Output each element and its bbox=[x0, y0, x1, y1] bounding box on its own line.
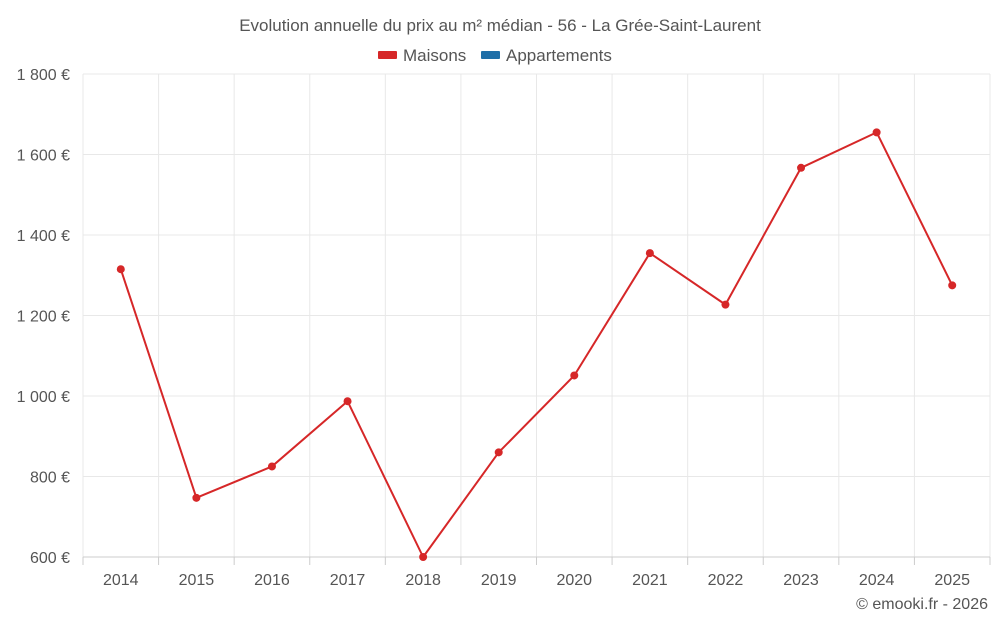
data-point[interactable] bbox=[948, 281, 957, 290]
data-point[interactable] bbox=[419, 553, 428, 561]
x-tick-label: 2020 bbox=[556, 572, 592, 589]
x-tick-label: 2024 bbox=[859, 572, 895, 589]
y-tick-label: 1 000 € bbox=[17, 389, 70, 406]
data-point[interactable] bbox=[797, 163, 806, 172]
x-tick-label: 2019 bbox=[481, 572, 517, 589]
y-tick-label: 1 200 € bbox=[17, 309, 70, 326]
legend: Maisons Appartements bbox=[378, 46, 612, 65]
y-tick-label: 1 400 € bbox=[17, 228, 70, 245]
x-tick-label: 2021 bbox=[632, 572, 668, 589]
x-tick-label: 2023 bbox=[783, 572, 819, 589]
data-point[interactable] bbox=[343, 397, 352, 406]
x-tick-label: 2025 bbox=[934, 572, 970, 589]
x-tick-label: 2018 bbox=[405, 572, 441, 589]
series-line-maisons bbox=[119, 131, 954, 558]
legend-label-appartements[interactable]: Appartements bbox=[506, 46, 612, 65]
x-tick-label: 2015 bbox=[179, 572, 215, 589]
y-tick-label: 600 € bbox=[30, 550, 70, 567]
x-tick-label: 2014 bbox=[103, 572, 139, 589]
data-point[interactable] bbox=[570, 371, 579, 380]
data-point[interactable] bbox=[872, 128, 881, 137]
data-point[interactable] bbox=[645, 249, 654, 258]
x-axis: 2014 2015 2016 2017 2018 2019 2020 2021 2022 2023… bbox=[82, 556, 991, 589]
x-tick-label: 2022 bbox=[708, 572, 744, 589]
data-point[interactable] bbox=[192, 493, 201, 502]
x-tick-label: 2016 bbox=[254, 572, 290, 589]
legend-label-maisons[interactable]: Maisons bbox=[403, 46, 466, 65]
data-point[interactable] bbox=[267, 462, 276, 471]
legend-swatch-maisons bbox=[378, 51, 397, 59]
y-tick-label: 1 800 € bbox=[17, 67, 70, 84]
y-axis: 600 € 800 € 1 000 € 1 200 € 1 400 € 1 600 € 1 … bbox=[17, 67, 70, 567]
data-point[interactable] bbox=[116, 265, 125, 274]
gridlines bbox=[82, 73, 991, 557]
x-tick-label: 2017 bbox=[330, 572, 366, 589]
y-tick-label: 1 600 € bbox=[17, 148, 70, 165]
legend-swatch-appartements bbox=[481, 51, 500, 59]
data-point[interactable] bbox=[721, 300, 730, 309]
credit-text: © emooki.fr - 2026 bbox=[856, 596, 988, 613]
chart-title: Evolution annuelle du prix au m² médian … bbox=[239, 16, 761, 35]
y-tick-label: 800 € bbox=[30, 470, 70, 487]
data-point[interactable] bbox=[494, 448, 503, 457]
series-group bbox=[116, 128, 957, 561]
